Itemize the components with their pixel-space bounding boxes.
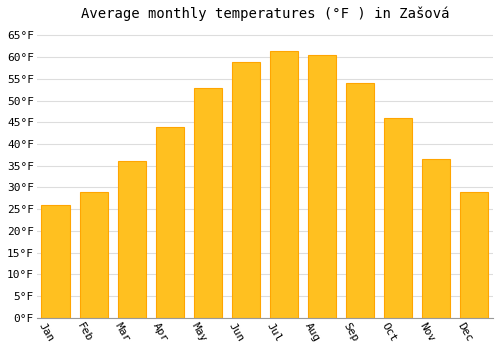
- Bar: [460, 192, 488, 318]
- Bar: [80, 192, 108, 318]
- Bar: [346, 83, 374, 318]
- Bar: [232, 62, 260, 318]
- Title: Average monthly temperatures (°F ) in Zašová: Average monthly temperatures (°F ) in Za…: [80, 7, 449, 21]
- Bar: [42, 205, 70, 318]
- Bar: [194, 88, 222, 318]
- Bar: [118, 161, 146, 318]
- Bar: [308, 55, 336, 318]
- Bar: [422, 159, 450, 318]
- Bar: [384, 118, 412, 318]
- Bar: [270, 51, 298, 318]
- Bar: [156, 127, 184, 318]
